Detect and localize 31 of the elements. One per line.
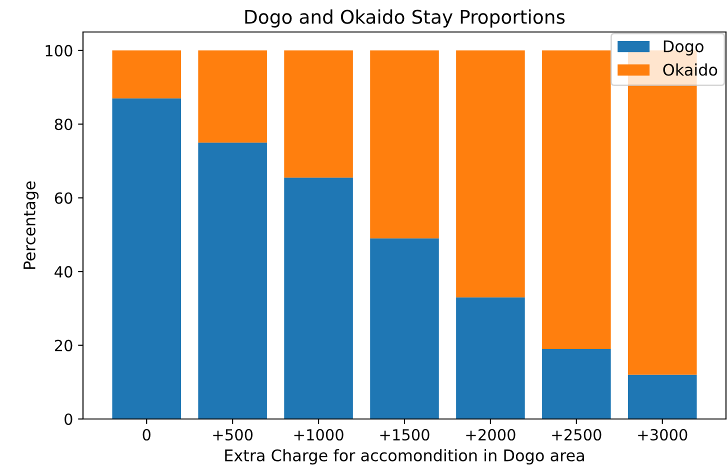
x-axis-title: Extra Charge for accomondition in Dogo area xyxy=(225,449,584,465)
bar xyxy=(112,98,181,419)
x-tick-label: 0 xyxy=(142,428,150,441)
legend-label: Okaido xyxy=(663,63,718,76)
y-tick-label: 60 xyxy=(54,192,72,204)
bar xyxy=(284,178,353,419)
bar xyxy=(112,50,181,98)
x-tick-label: +3000 xyxy=(638,428,688,441)
bar xyxy=(628,374,697,419)
x-tick-label: +2500 xyxy=(552,428,602,441)
bar xyxy=(370,238,439,419)
y-tick-label: 20 xyxy=(54,340,72,352)
y-tick-label: 40 xyxy=(54,266,72,278)
y-tick-label: 100 xyxy=(46,44,72,56)
x-tick-label: +500 xyxy=(213,428,253,441)
x-tick-label: +1000 xyxy=(294,428,344,441)
bar xyxy=(198,50,267,143)
bar xyxy=(370,50,439,238)
x-tick-label: +1500 xyxy=(380,428,430,441)
y-tick-label: 0 xyxy=(64,413,72,426)
bar xyxy=(198,142,267,419)
x-tick-label: +2000 xyxy=(466,428,516,441)
legend-label: Dogo xyxy=(664,40,704,56)
y-axis-title: Percentage xyxy=(24,181,39,269)
bar xyxy=(456,297,525,419)
y-tick-label: 80 xyxy=(54,118,72,130)
bar xyxy=(284,50,353,178)
bar xyxy=(456,50,525,298)
chart-title: Dogo and Okaido Stay Proportions xyxy=(245,9,565,28)
bar xyxy=(542,50,611,349)
bar xyxy=(542,348,611,419)
